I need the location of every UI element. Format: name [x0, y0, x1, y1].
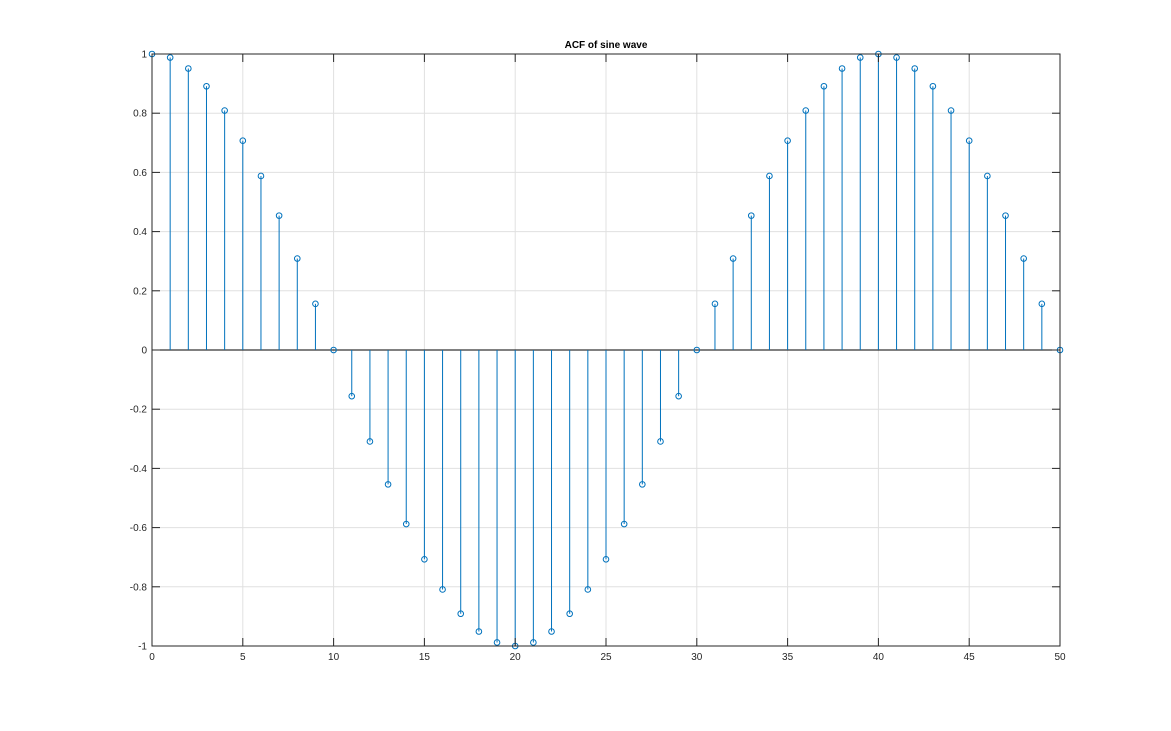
x-tick-label: 45	[964, 652, 976, 663]
stem-marker	[584, 586, 592, 593]
chart-title: ACF of sine wave	[565, 40, 648, 51]
x-tick-label: 0	[149, 652, 155, 663]
y-tick-label: -0.4	[130, 464, 148, 475]
x-tick-label: 30	[691, 652, 703, 663]
stem-series	[151, 54, 1043, 646]
stem-marker	[802, 107, 810, 114]
stem-marker	[402, 520, 410, 528]
stem-marker	[984, 172, 991, 180]
stem-marker	[239, 137, 247, 145]
stem-marker	[293, 255, 301, 262]
y-axis-tick-labels: -1 -0.8 -0.6 -0.4 -0.2 0 0.2 0.4 0.6 0.8 1	[130, 50, 148, 653]
stem-marker	[657, 438, 664, 445]
stem-marker	[493, 639, 501, 646]
stem-marker	[911, 65, 919, 72]
stem-marker	[1038, 300, 1046, 308]
stem-marker	[566, 610, 573, 618]
stem-marker	[457, 610, 465, 618]
x-tick-label: 5	[240, 652, 246, 663]
stem-marker	[275, 212, 283, 219]
x-tick-label: 35	[782, 652, 794, 663]
y-tick-label: 1	[141, 50, 147, 61]
stem-marker	[548, 628, 555, 635]
stem-marker	[439, 586, 446, 593]
y-tick-label: 0.6	[133, 168, 147, 179]
stem-marker	[784, 137, 791, 145]
stem-marker	[384, 481, 392, 488]
stem-marker	[312, 300, 319, 308]
stem-marker	[602, 555, 610, 563]
stem-marker	[221, 107, 228, 114]
stem-marker	[421, 555, 428, 563]
y-tick-label: 0.4	[133, 227, 147, 238]
x-tick-label: 40	[873, 652, 885, 663]
stem-marker	[838, 65, 846, 72]
y-tick-label: 0	[141, 346, 147, 357]
stem-marker	[693, 346, 701, 354]
stem-marker	[620, 520, 628, 528]
stem-marker	[203, 82, 210, 90]
stem-marker	[1020, 255, 1027, 262]
stem-marker	[1002, 212, 1009, 219]
x-tick-label: 20	[510, 652, 522, 663]
x-tick-label: 50	[1054, 652, 1066, 663]
x-tick-label: 25	[600, 652, 612, 663]
stem-marker	[893, 54, 900, 61]
stem-marker	[856, 54, 864, 61]
stem-marker	[947, 107, 955, 114]
stem-marker	[475, 628, 483, 635]
stem-marker	[530, 639, 537, 646]
x-axis-tick-labels: 0 5 10 15 20 25 30 35 40 45 50	[149, 652, 1066, 663]
stem-marker	[366, 438, 374, 445]
stem-marker	[766, 172, 773, 180]
y-tick-label: -1	[138, 642, 147, 653]
y-tick-label: 0.8	[133, 109, 147, 120]
stem-marker	[929, 82, 937, 90]
y-tick-label: -0.8	[130, 582, 148, 593]
y-tick-label: -0.2	[130, 405, 148, 416]
stem-marker	[185, 65, 192, 72]
axis-ticks	[151, 53, 1061, 647]
y-tick-label: 0.2	[133, 286, 147, 297]
stem-marker	[348, 392, 356, 400]
x-tick-label: 10	[328, 652, 340, 663]
stem-marker	[257, 172, 265, 180]
stem-marker	[166, 54, 174, 61]
stem-marker	[675, 392, 682, 400]
x-tick-label: 15	[419, 652, 431, 663]
stem-marker	[639, 481, 646, 488]
y-tick-label: -0.6	[130, 523, 148, 534]
stem-marker	[747, 212, 755, 219]
stem-marker	[965, 137, 973, 145]
stem-marker	[711, 300, 719, 308]
stem-marker	[330, 346, 337, 354]
stem-marker	[729, 255, 737, 262]
stem-marker	[820, 82, 828, 90]
